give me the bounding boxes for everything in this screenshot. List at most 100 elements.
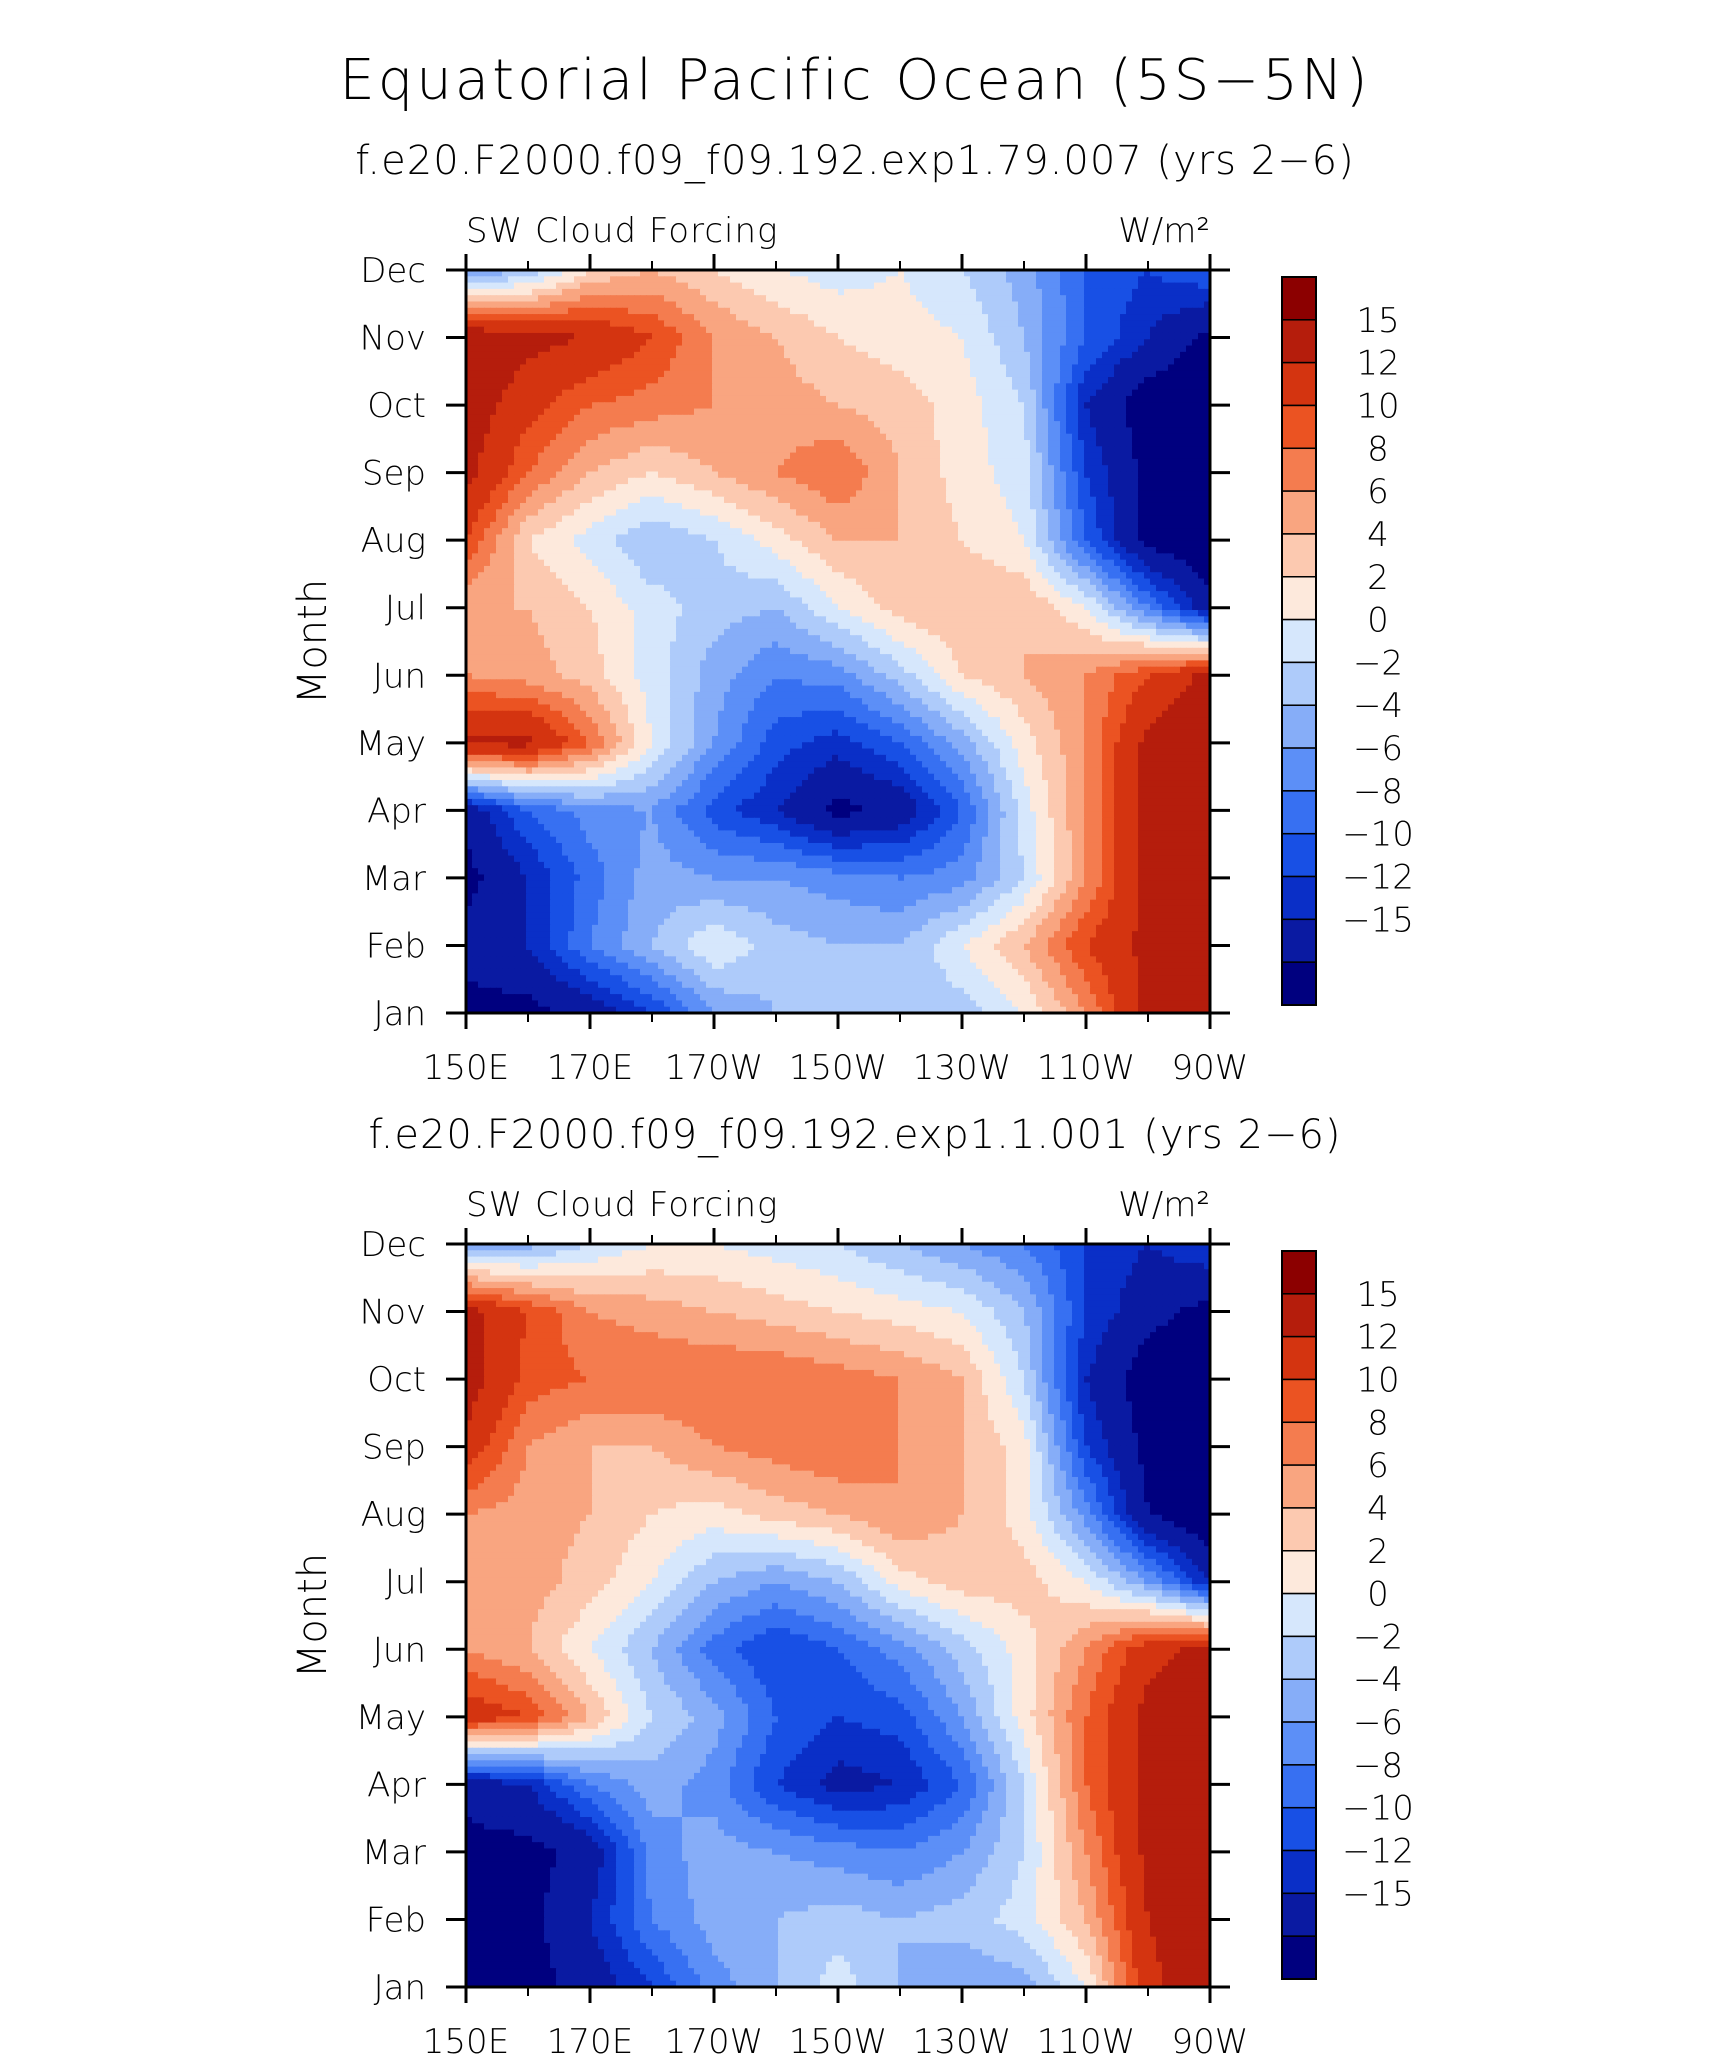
contour-cell [928,395,935,403]
contour-cell [466,440,473,448]
contour-cell [1174,496,1181,504]
contour-cell [832,452,839,460]
contour-cell [748,502,755,510]
contour-cell [808,395,815,403]
contour-cell [544,477,551,485]
contour-cell [1048,389,1055,397]
contour-cell [640,395,647,403]
contour-cell [706,282,713,290]
contour-cell [808,502,815,510]
contour-cell [670,446,677,454]
contour-cell [988,301,995,309]
contour-cell [592,370,599,378]
contour-cell [784,509,791,517]
contour-cell [664,270,671,277]
contour-cell [1138,288,1145,296]
contour-cell [484,496,491,504]
contour-cell [574,326,581,334]
contour-cell [940,408,947,416]
contour-cell [640,427,647,435]
contour-cell [844,339,851,347]
contour-cell [1006,358,1013,366]
contour-cell [574,433,581,441]
contour-cell [814,395,821,403]
contour-cell [682,395,689,403]
contour-cell [634,307,641,315]
contour-cell [574,458,581,466]
contour-cell [1036,377,1043,385]
contour-cell [1162,465,1169,473]
contour-cell [586,270,593,277]
contour-cell [676,452,683,460]
contour-cell [928,402,935,410]
contour-cell [928,320,935,328]
contour-cell [580,364,587,372]
contour-cell [712,477,719,485]
contour-cell [1090,332,1097,340]
contour-cell [1150,326,1157,334]
contour-cell [1090,364,1097,372]
contour-cell [1000,282,1007,290]
contour-cell [520,402,527,410]
contour-cell [742,377,749,385]
contour-cell [886,351,893,359]
contour-cell [742,358,749,366]
contour-cell [1096,421,1103,429]
contour-cell [826,490,833,498]
contour-cell [1198,295,1205,303]
contour-cell [658,446,665,454]
contour-cell [946,515,953,523]
contour-cell [1168,351,1175,359]
contour-cell [718,458,725,466]
contour-cell [598,288,605,296]
contour-cell [1012,484,1019,492]
contour-cell [1168,307,1175,315]
contour-cell [556,502,563,510]
contour-cell [796,377,803,385]
contour-cell [658,452,665,460]
contour-cell [700,421,707,429]
contour-cell [1108,351,1115,359]
contour-cell [940,370,947,378]
contour-cell [532,395,539,403]
contour-cell [766,295,773,303]
contour-cell [964,314,971,322]
contour-cell [472,332,479,340]
contour-cell [1024,288,1031,296]
contour-cell [1198,377,1205,385]
contour-cell [1108,490,1115,498]
contour-cell [760,301,767,309]
contour-cell [862,433,869,441]
contour-cell [910,452,917,460]
contour-cell [676,414,683,422]
contour-cell [826,389,833,397]
contour-cell [538,345,545,353]
contour-cell [862,320,869,328]
contour-cell [1060,295,1067,303]
contour-cell [652,276,659,284]
contour-cell [808,427,815,435]
contour-cell [844,477,851,485]
contour-cell [868,270,875,277]
contour-cell [790,509,797,517]
contour-cell [520,358,527,366]
contour-cell [676,477,683,485]
contour-cell [700,395,707,403]
contour-cell [844,446,851,454]
contour-cell [676,358,683,366]
contour-cell [634,364,641,372]
contour-cell [670,408,677,416]
contour-cell [1084,389,1091,397]
contour-cell [1162,496,1169,504]
contour-cell [1024,465,1031,473]
contour-cell [1108,276,1115,284]
contour-cell [478,314,485,322]
contour-cell [1204,288,1211,296]
contour-cell [970,307,977,315]
contour-cell [580,339,587,347]
contour-cell [1072,295,1079,303]
contour-cell [1168,320,1175,328]
contour-cell [1144,383,1151,391]
contour-cell [826,427,833,435]
contour-cell [1096,339,1103,347]
